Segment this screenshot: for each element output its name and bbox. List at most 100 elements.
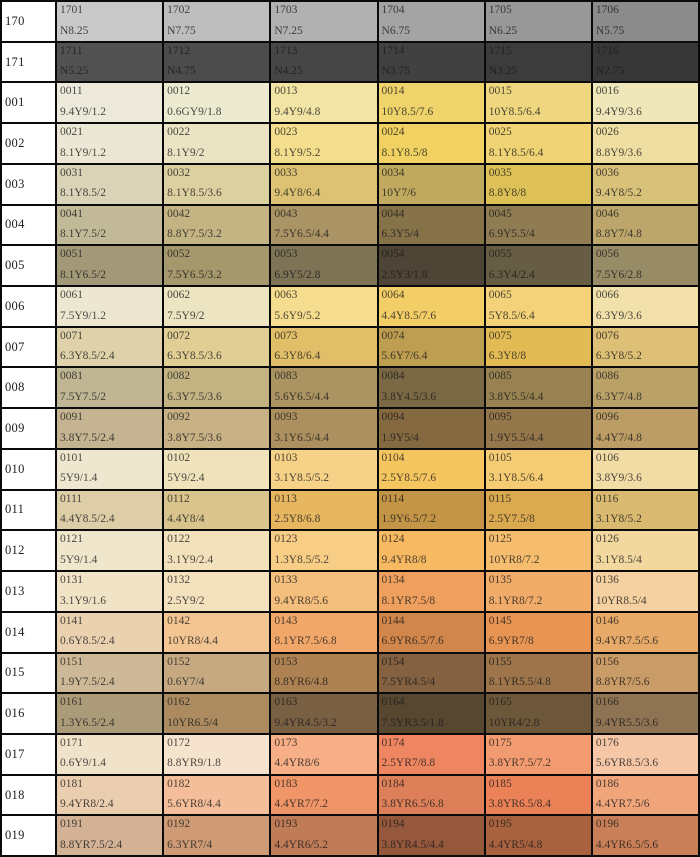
table-row: 007 0071 6.3Y8.5/2.4 0072 6.3Y8.5/3.6 0073 6.3… — [2, 327, 699, 369]
swatch-munsell-notation: 8.1YR8/7.2 — [488, 594, 543, 607]
swatch-munsell-notation: 3.1Y9/1.6 — [60, 594, 106, 607]
swatch-code: 0032 — [167, 166, 191, 179]
swatch-code: 0112 — [167, 492, 190, 505]
color-swatch-cell: 0182 5.6YR8/4.4 — [164, 775, 272, 815]
row-label: 005 — [2, 246, 57, 286]
swatch-munsell-notation: 7.5Y6.5/3.2 — [167, 268, 222, 281]
swatch-munsell-notation: 4.4YR6/5.2 — [274, 838, 329, 851]
swatch-code: 0143 — [274, 614, 298, 627]
swatch-code: 0196 — [595, 818, 619, 831]
swatch-munsell-notation: 7.5Y9/2 — [167, 309, 205, 322]
swatch-munsell-notation: 10YR8.5/4 — [595, 594, 647, 607]
color-swatch-cell: 0173 4.4YR8/6 — [271, 734, 379, 774]
swatch-munsell-notation: 3.8YR6.5/6.8 — [381, 798, 444, 811]
swatch-code: 0076 — [595, 329, 619, 342]
swatch-code: 1715 — [488, 44, 512, 57]
swatch-code: 0091 — [60, 411, 83, 424]
color-swatch-cell: 0054 2.5Y3/1.8 — [378, 246, 486, 286]
table-row: 018 0181 9.4YR8/2.4 0182 5.6YR8/4.4 0183 4.4YR… — [2, 775, 699, 817]
color-swatch-cell: 0166 9.4YR5.5/3.6 — [592, 694, 699, 733]
color-swatch-cell: 0174 2.5YR7/8.8 — [378, 734, 486, 774]
color-swatch-cell: 0055 6.3Y4/2.4 — [485, 246, 593, 286]
swatch-code: 1703 — [274, 4, 298, 16]
color-swatch-cell: 0136 10YR8.5/4 — [592, 572, 699, 611]
swatch-munsell-notation: 8.1Y9/5.2 — [274, 146, 321, 159]
swatch-code: 0164 — [381, 696, 405, 709]
swatch-code: 0191 — [60, 818, 83, 831]
row-label: 009 — [2, 409, 57, 448]
swatch-munsell-notation: N2.75 — [595, 65, 625, 78]
swatch-code: 0102 — [167, 451, 191, 464]
swatch-munsell-notation: 8.8YR9/1.8 — [167, 757, 221, 770]
color-swatch-cell: 1716 N2.75 — [592, 42, 699, 82]
swatch-munsell-notation: 3.8Y5.5/4.4 — [488, 390, 544, 403]
swatch-munsell-notation: 5.6Y9/5.2 — [274, 309, 321, 322]
swatch-code: 0031 — [60, 166, 83, 179]
color-swatch-cell: 0012 0.6GY9/1.8 — [164, 83, 272, 123]
swatch-munsell-notation: 6.3Y7/4.8 — [595, 390, 642, 403]
swatch-munsell-notation: 6.3Y8/5.2 — [595, 350, 642, 363]
color-swatch-cell: 0096 4.4Y7/4.8 — [592, 409, 699, 448]
swatch-code: 0182 — [167, 777, 191, 790]
color-swatch-cell: 0092 3.8Y7.5/3.6 — [164, 409, 272, 448]
swatch-code: 0082 — [167, 370, 191, 383]
swatch-code: 0095 — [488, 411, 512, 424]
swatch-munsell-notation: N3.75 — [381, 65, 410, 78]
swatch-code: 0034 — [381, 166, 405, 179]
swatch-code: 0051 — [60, 248, 83, 261]
swatch-code: 0176 — [595, 736, 619, 749]
color-swatch-cell: 0024 8.1Y8.5/8 — [378, 124, 486, 163]
swatch-code: 0016 — [595, 85, 619, 98]
swatch-munsell-notation: N5.25 — [60, 65, 89, 78]
swatch-munsell-notation: 6.3Y5/4 — [381, 228, 419, 241]
swatch-munsell-notation: 8.8Y7.5/3.2 — [167, 228, 222, 241]
color-swatch-cell: 0062 7.5Y9/2 — [164, 287, 272, 326]
color-swatch-cell: 0184 3.8YR6.5/6.8 — [378, 775, 486, 815]
swatch-code: 1702 — [167, 4, 191, 16]
swatch-code: 0155 — [488, 655, 512, 668]
color-swatch-cell: 1712 N4.75 — [164, 42, 272, 82]
swatch-munsell-notation: 6.3Y9/3.6 — [595, 309, 642, 322]
swatch-munsell-notation: 7.5YR4.5/4 — [381, 676, 436, 688]
color-swatch-cell: 0023 8.1Y9/5.2 — [271, 124, 379, 163]
color-swatch-cell: 0072 6.3Y8.5/3.6 — [164, 327, 272, 367]
swatch-munsell-notation: 3.8Y9/3.6 — [595, 472, 642, 485]
color-swatch-cell: 0026 8.8Y9/3.6 — [592, 124, 699, 163]
color-swatch-cell: 0011 9.4Y9/1.2 — [57, 83, 165, 123]
swatch-code: 0134 — [381, 574, 405, 587]
swatch-munsell-notation: 4.4YR8/6 — [274, 757, 320, 770]
swatch-munsell-notation: 0.6Y9/1.4 — [60, 757, 106, 770]
swatch-munsell-notation: 2.5Y7.5/8 — [488, 513, 535, 526]
color-swatch-cell: 0015 10Y8.5/6.4 — [485, 83, 593, 123]
swatch-code: 0073 — [274, 329, 298, 342]
row-label: 015 — [2, 653, 57, 693]
swatch-code: 0181 — [60, 777, 83, 790]
swatch-code: 0092 — [167, 411, 191, 424]
color-swatch-cell: 0146 9.4YR7.5/5.6 — [592, 612, 699, 652]
swatch-munsell-notation: 9.4Y9/1.2 — [60, 105, 106, 118]
swatch-code: 0026 — [595, 126, 619, 139]
swatch-munsell-notation: 1.9Y5/4 — [381, 431, 419, 444]
table-row: 171 1711 N5.25 1712 N4.75 1713 N4.25 1714 N3.75 1… — [2, 42, 699, 84]
swatch-munsell-notation: 4.4Y7/4.8 — [595, 431, 642, 444]
table-row: 004 0041 8.1Y7.5/2 0042 8.8Y7.5/3.2 0043 7.5Y6… — [2, 205, 699, 247]
swatch-munsell-notation: 10YR8/7.2 — [488, 553, 540, 566]
swatch-code: 0056 — [595, 248, 619, 261]
swatch-code: 0144 — [381, 614, 405, 627]
swatch-code: 0066 — [595, 289, 619, 302]
color-swatch-cell: 1706 N5.75 — [592, 2, 699, 41]
swatch-code: 0025 — [488, 126, 512, 139]
swatch-code: 0151 — [60, 655, 83, 668]
swatch-munsell-notation: 9.4Y8/6.4 — [274, 187, 321, 200]
swatch-munsell-notation: N6.75 — [381, 24, 410, 37]
swatch-code: 0055 — [488, 248, 512, 261]
swatch-munsell-notation: 6.9YR6.5/7.6 — [381, 635, 444, 648]
color-swatch-cell: 0045 6.9Y5.5/4 — [485, 205, 593, 245]
swatch-code: 0096 — [595, 411, 619, 424]
color-swatch-cell: 0192 6.3YR7/4 — [164, 816, 272, 856]
table-row: 010 0101 5Y9/1.4 0102 5Y9/2.4 0103 3.1Y8.5/5.2… — [2, 449, 699, 491]
swatch-munsell-notation: 8.1YR5.5/4.8 — [488, 676, 551, 688]
swatch-munsell-notation: 8.8YR6/4.8 — [274, 676, 329, 688]
color-swatch-cell: 0131 3.1Y9/1.6 — [57, 572, 165, 611]
swatch-munsell-notation: 8.8YR7/5.6 — [595, 676, 650, 688]
